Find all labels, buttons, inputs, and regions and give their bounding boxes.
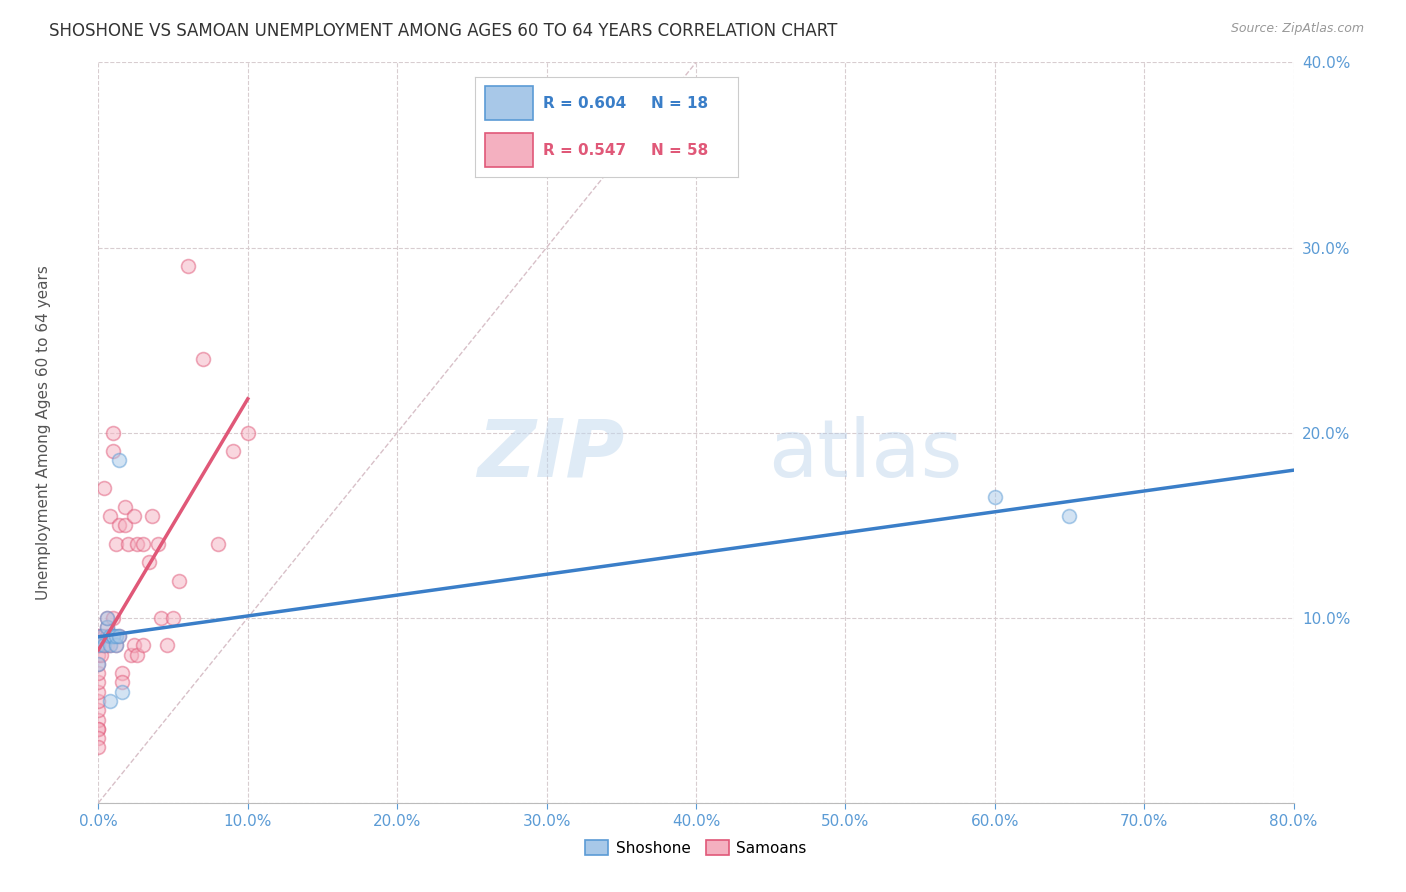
Point [93,629,115,643]
Point [90,629,112,643]
Point [87,694,110,708]
Point [96,639,118,653]
Point [191,351,214,366]
Point [87,722,110,736]
Point [236,425,259,440]
Point [87,648,110,662]
Point [177,259,200,273]
Point [150,610,173,624]
Point [90,648,112,662]
Point [87,666,110,681]
Text: SHOSHONE VS SAMOAN UNEMPLOYMENT AMONG AGES 60 TO 64 YEARS CORRELATION CHART: SHOSHONE VS SAMOAN UNEMPLOYMENT AMONG AG… [49,22,838,40]
Point [98,639,122,653]
Point [132,536,155,550]
Point [105,639,128,653]
Point [96,620,118,634]
Point [90,629,112,643]
Point [87,675,110,690]
Point [96,620,118,634]
Point [111,685,134,699]
Point [1059,508,1081,523]
Point [105,536,128,550]
Point [117,536,139,550]
Point [148,536,170,550]
Point [103,629,125,643]
Point [111,675,134,690]
Point [87,657,110,671]
Point [87,740,110,755]
Point [984,491,1007,505]
Y-axis label: Unemployment Among Ages 60 to 64 years: Unemployment Among Ages 60 to 64 years [35,265,51,600]
Point [103,610,125,624]
Point [138,555,160,569]
Point [103,629,125,643]
Point [103,444,125,458]
Point [98,694,122,708]
Text: atlas: atlas [768,416,962,494]
Point [127,648,149,662]
Point [87,703,110,717]
Point [108,453,131,467]
Point [105,639,128,653]
Point [156,639,179,653]
Point [87,713,110,727]
Point [114,500,136,514]
Point [124,639,146,653]
Point [127,536,149,550]
Point [111,666,134,681]
Point [93,639,115,653]
Point [141,508,163,523]
Point [87,731,110,745]
Point [96,610,118,624]
Point [103,629,125,643]
Point [114,518,136,533]
Point [98,629,122,643]
Legend: Shoshone, Samoans: Shoshone, Samoans [579,834,813,862]
Point [87,685,110,699]
Point [222,444,245,458]
Point [87,722,110,736]
Point [132,639,155,653]
Point [108,518,131,533]
Point [90,639,112,653]
Point [96,610,118,624]
Point [105,629,128,643]
Point [167,574,190,588]
Point [207,536,229,550]
Point [120,648,142,662]
Point [108,629,131,643]
Point [103,425,125,440]
Point [96,629,118,643]
Point [87,629,110,643]
Text: ZIP: ZIP [477,416,624,494]
Point [98,639,122,653]
Point [87,639,110,653]
Point [87,657,110,671]
Point [98,508,122,523]
Point [93,639,115,653]
Text: Source: ZipAtlas.com: Source: ZipAtlas.com [1230,22,1364,36]
Point [108,629,131,643]
Point [124,508,146,523]
Point [87,639,110,653]
Point [162,610,184,624]
Point [93,481,115,495]
